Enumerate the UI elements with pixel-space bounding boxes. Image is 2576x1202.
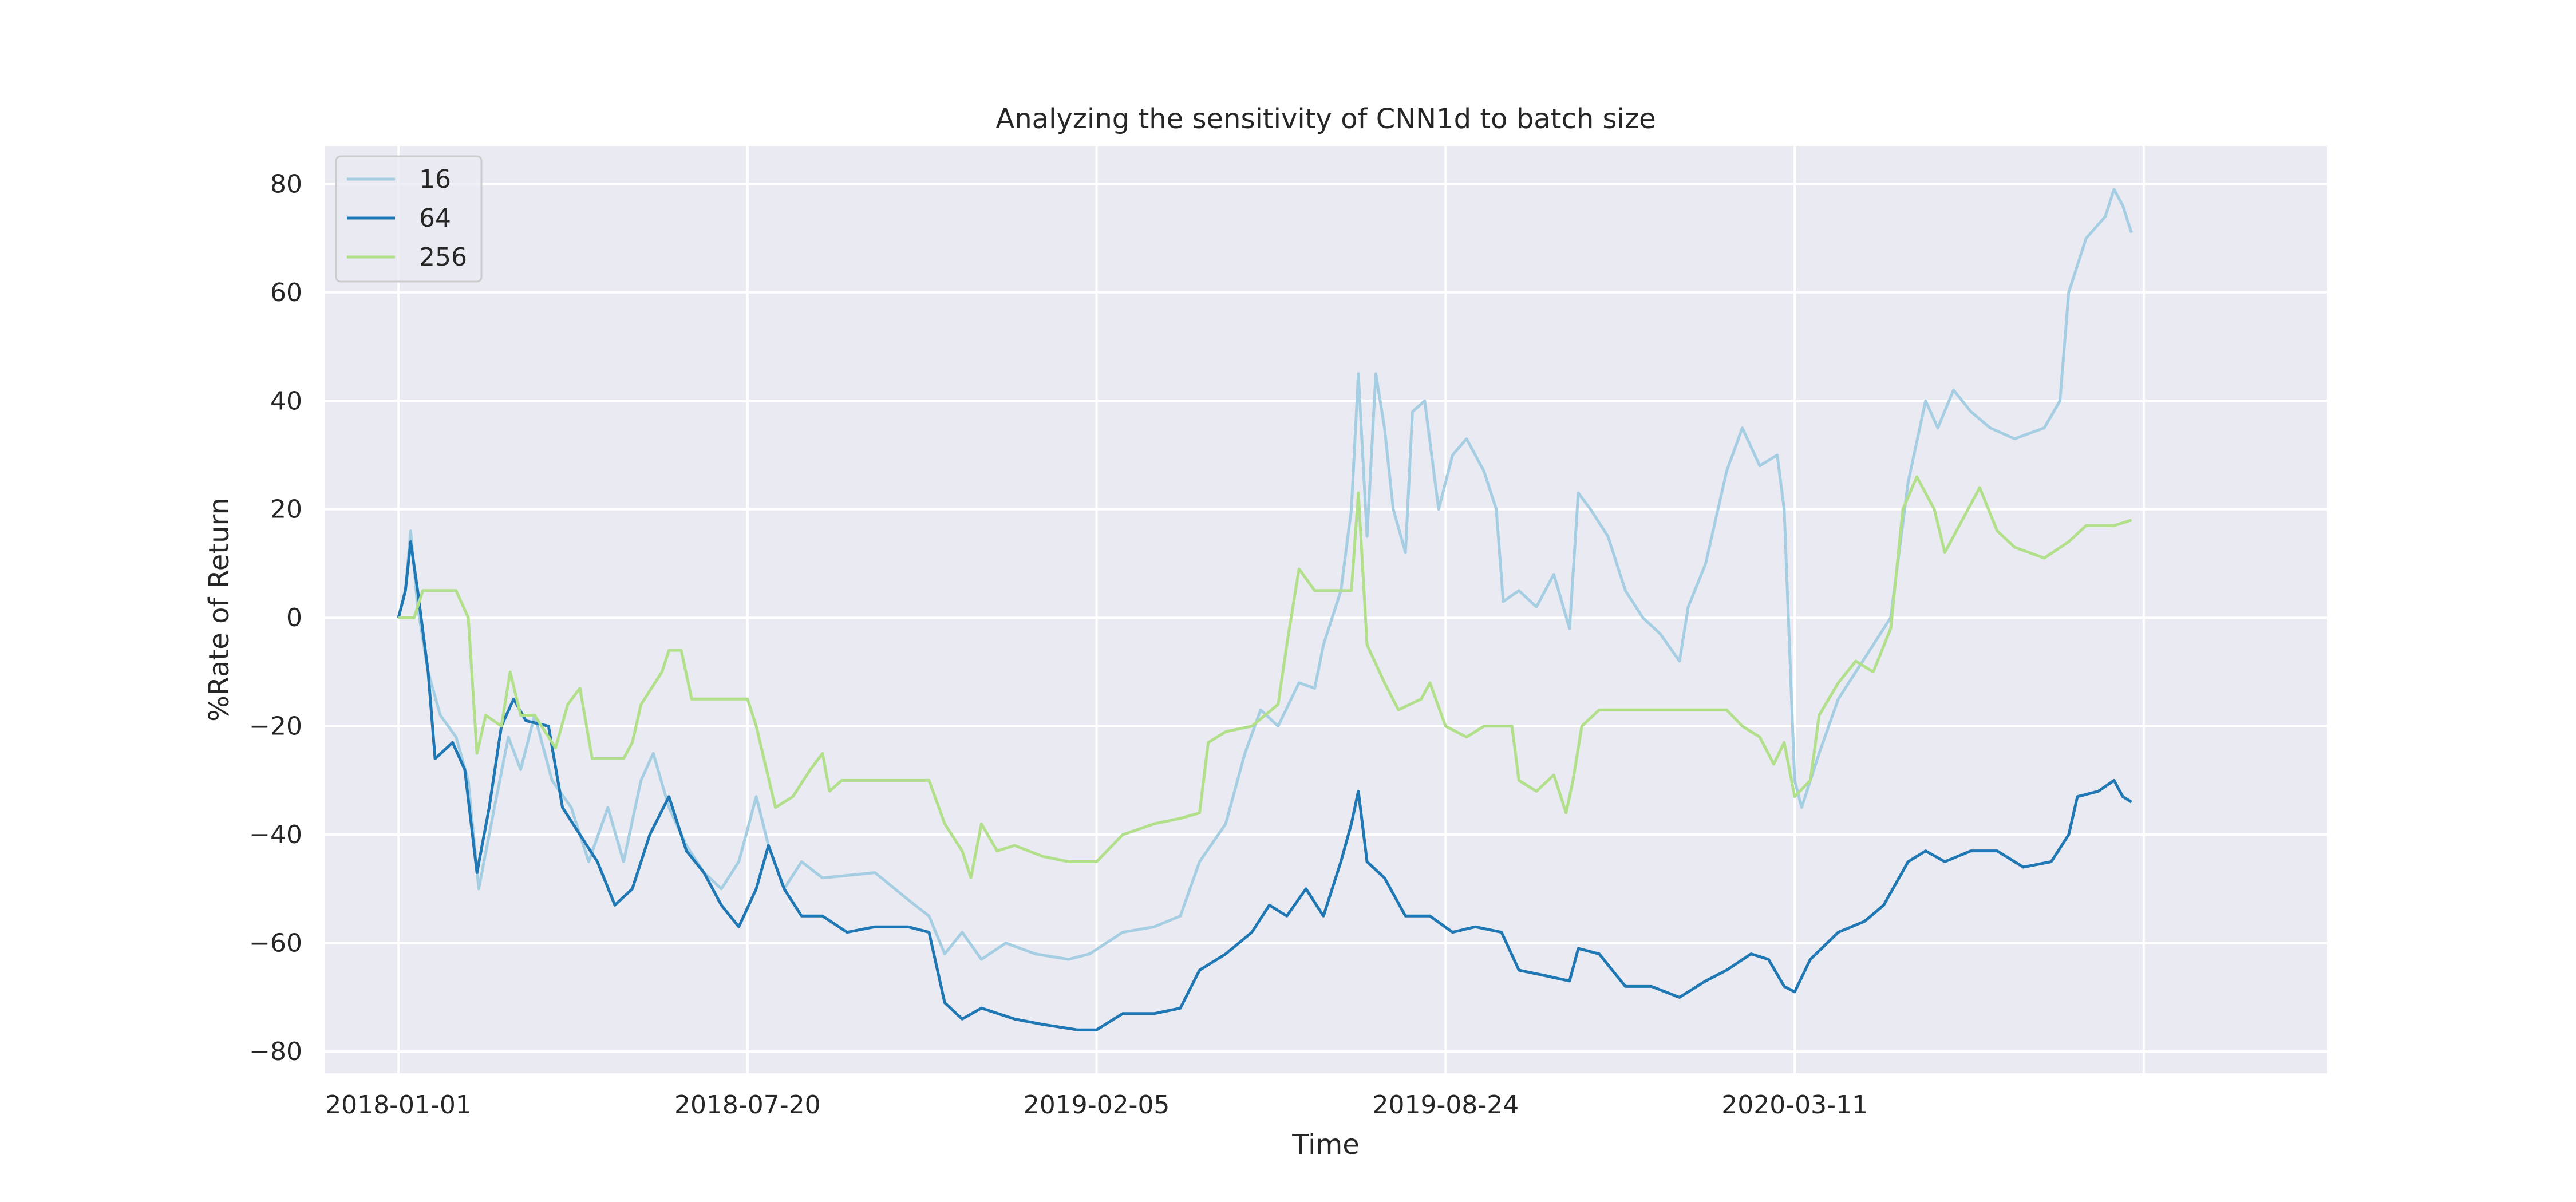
y-axis-ticks: −80 −60 −40 −20 0 20 40 60 80 xyxy=(249,169,302,1066)
x-axis-ticks: 2018-01-01 2018-07-20 2019-02-05 2019-08-24… xyxy=(325,1090,1868,1120)
legend: 16 64 256 xyxy=(335,155,483,283)
series-line-256 xyxy=(398,475,2132,880)
x-tick-label: 2019-02-05 xyxy=(1024,1090,1170,1120)
x-axis-label: Time xyxy=(1291,1129,1359,1161)
chart-title: Analyzing the sensitivity of CNN1d to ba… xyxy=(995,103,1656,135)
y-axis-label: %Rate of Return xyxy=(203,497,235,722)
y-tick-label: 0 xyxy=(286,603,302,632)
grid xyxy=(325,146,2327,1073)
x-tick-label: 2018-07-20 xyxy=(674,1090,821,1120)
y-tick-label: −60 xyxy=(249,929,302,958)
series-line-64 xyxy=(397,540,2132,1031)
y-tick-label: −80 xyxy=(249,1037,302,1066)
x-tick-label: 2019-08-24 xyxy=(1372,1090,1519,1120)
y-tick-label: 40 xyxy=(270,386,302,416)
y-tick-label: 60 xyxy=(270,278,302,307)
legend-label-256: 256 xyxy=(419,243,467,272)
y-tick-label: −40 xyxy=(249,820,302,849)
legend-label-16: 16 xyxy=(419,165,451,194)
x-tick-label: 2020-03-11 xyxy=(1721,1090,1868,1120)
y-tick-label: −20 xyxy=(249,712,302,741)
series-line-16 xyxy=(397,188,2133,961)
legend-box xyxy=(335,155,483,283)
plot-background xyxy=(325,146,2327,1073)
x-tick-label: 2018-01-01 xyxy=(325,1090,472,1120)
series-lines xyxy=(397,188,2133,1031)
y-tick-label: 20 xyxy=(270,495,302,524)
legend-label-64: 64 xyxy=(419,204,451,233)
y-tick-label: 80 xyxy=(270,169,302,199)
